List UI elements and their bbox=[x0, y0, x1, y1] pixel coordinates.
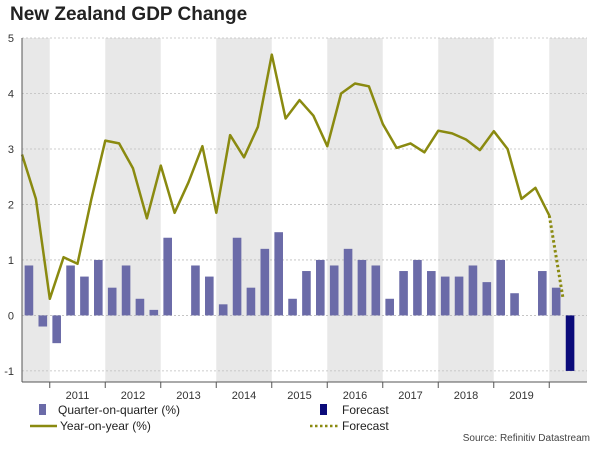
qoq-bar-2017Q3 bbox=[413, 259, 422, 316]
qoq-bar-2019Q1 bbox=[496, 259, 505, 316]
qoq-bar-2016Q4 bbox=[371, 265, 381, 316]
x-tick-label-2012: 2012 bbox=[121, 390, 145, 402]
yoy-forecast-line bbox=[547, 215, 565, 300]
legend-label-yoy-forecast: Forecast bbox=[342, 419, 389, 433]
qoq-bar-2016Q2 bbox=[343, 248, 353, 316]
year-band-2018 bbox=[438, 38, 494, 382]
legend-label-qoq: Quarter-on-quarter (%) bbox=[58, 403, 180, 417]
qoq-bar-2012Q3 bbox=[135, 298, 145, 316]
qoq-bar-2017Q4 bbox=[427, 271, 436, 316]
qoq-bar-2013Q4 bbox=[205, 276, 214, 316]
x-tick-label-2014: 2014 bbox=[232, 390, 256, 402]
legend-swatch-qoq-forecast bbox=[320, 404, 327, 415]
qoq-bar-2014Q2 bbox=[232, 237, 242, 316]
qoq-bar-2010Q3 bbox=[24, 265, 34, 316]
x-tick-label-2016: 2016 bbox=[343, 390, 367, 402]
year-band-2010 bbox=[22, 38, 50, 382]
year-bands bbox=[22, 38, 587, 382]
qoq-bar-2018Q1 bbox=[440, 276, 450, 316]
year-band-2012 bbox=[105, 38, 161, 382]
qoq-bar-2016Q3 bbox=[357, 259, 367, 316]
chart-title: New Zealand GDP Change bbox=[10, 4, 248, 25]
y-tick-label-1: 1 bbox=[8, 255, 14, 267]
qoq-bars bbox=[24, 232, 575, 371]
legend-label-qoq-forecast: Forecast bbox=[342, 403, 389, 417]
yoy-line bbox=[20, 53, 551, 301]
qoq-bar-2017Q2 bbox=[399, 271, 408, 316]
qoq-bar-2013Q1 bbox=[163, 237, 172, 316]
qoq-bar-2018Q3 bbox=[468, 265, 478, 316]
x-tick-label-2019: 2019 bbox=[509, 390, 533, 402]
x-tick-label-2018: 2018 bbox=[454, 390, 478, 402]
qoq-bar-2011Q4 bbox=[94, 259, 103, 316]
qoq-bar-2014Q4 bbox=[260, 248, 270, 316]
qoq-bar-2012Q4 bbox=[149, 309, 159, 316]
qoq-bar-2015Q4 bbox=[316, 259, 325, 316]
y-tick-label-4: 4 bbox=[8, 88, 14, 100]
x-tick-label-2013: 2013 bbox=[176, 390, 200, 402]
axes: -1 0 1 2 3 4 5 2011 2012 2013 2014 2015 2016 2017 2018… bbox=[4, 33, 587, 402]
qoq-bar-2014Q3 bbox=[246, 287, 256, 316]
qoq-bar-2011Q1 bbox=[52, 315, 61, 344]
qoq-bar-2013Q3 bbox=[191, 265, 200, 316]
qoq-bar-2012Q1 bbox=[107, 287, 117, 316]
qoq-bar-2015Q3 bbox=[302, 271, 311, 316]
y-tick-label-0: 0 bbox=[8, 310, 14, 322]
qoq-bar-2015Q2 bbox=[288, 298, 297, 316]
qoq-bar-2018Q2 bbox=[454, 276, 464, 316]
x-tick-label-2017: 2017 bbox=[398, 390, 422, 402]
qoq-bar-2014Q1 bbox=[218, 304, 228, 316]
source-note: Source: Refinitiv Datastream bbox=[462, 433, 590, 444]
y-tick-label-5: 5 bbox=[8, 33, 14, 45]
forecast-bar-2020Q2 bbox=[565, 315, 575, 371]
qoq-bar-2011Q2 bbox=[66, 265, 75, 316]
qoq-bar-2019Q2 bbox=[510, 293, 519, 316]
x-tick-label-2015: 2015 bbox=[287, 390, 311, 402]
qoq-bar-2010Q4 bbox=[38, 315, 48, 327]
legend-label-yoy: Year-on-year (%) bbox=[60, 419, 151, 433]
yoy-lines bbox=[20, 53, 565, 301]
qoq-bar-2012Q2 bbox=[121, 265, 131, 316]
year-band-2016 bbox=[327, 38, 383, 382]
x-tick-label-2011: 2011 bbox=[66, 390, 90, 402]
qoq-bar-2017Q1 bbox=[385, 298, 394, 316]
y-tick-label-3: 3 bbox=[8, 144, 14, 156]
qoq-bar-2011Q3 bbox=[80, 276, 89, 316]
qoq-bar-2020Q1 bbox=[551, 287, 561, 316]
legend: Quarter-on-quarter (%) Forecast Year-on-… bbox=[30, 403, 389, 433]
legend-swatch-qoq bbox=[39, 404, 46, 415]
qoq-bar-2018Q4 bbox=[482, 282, 492, 316]
qoq-bar-2019Q4 bbox=[538, 271, 547, 316]
qoq-bar-2016Q1 bbox=[329, 265, 339, 316]
y-tick-label-2: 2 bbox=[8, 199, 14, 211]
year-band-2014 bbox=[216, 38, 272, 382]
y-tick-label--1: -1 bbox=[4, 366, 14, 378]
qoq-bar-2015Q1 bbox=[274, 232, 283, 316]
